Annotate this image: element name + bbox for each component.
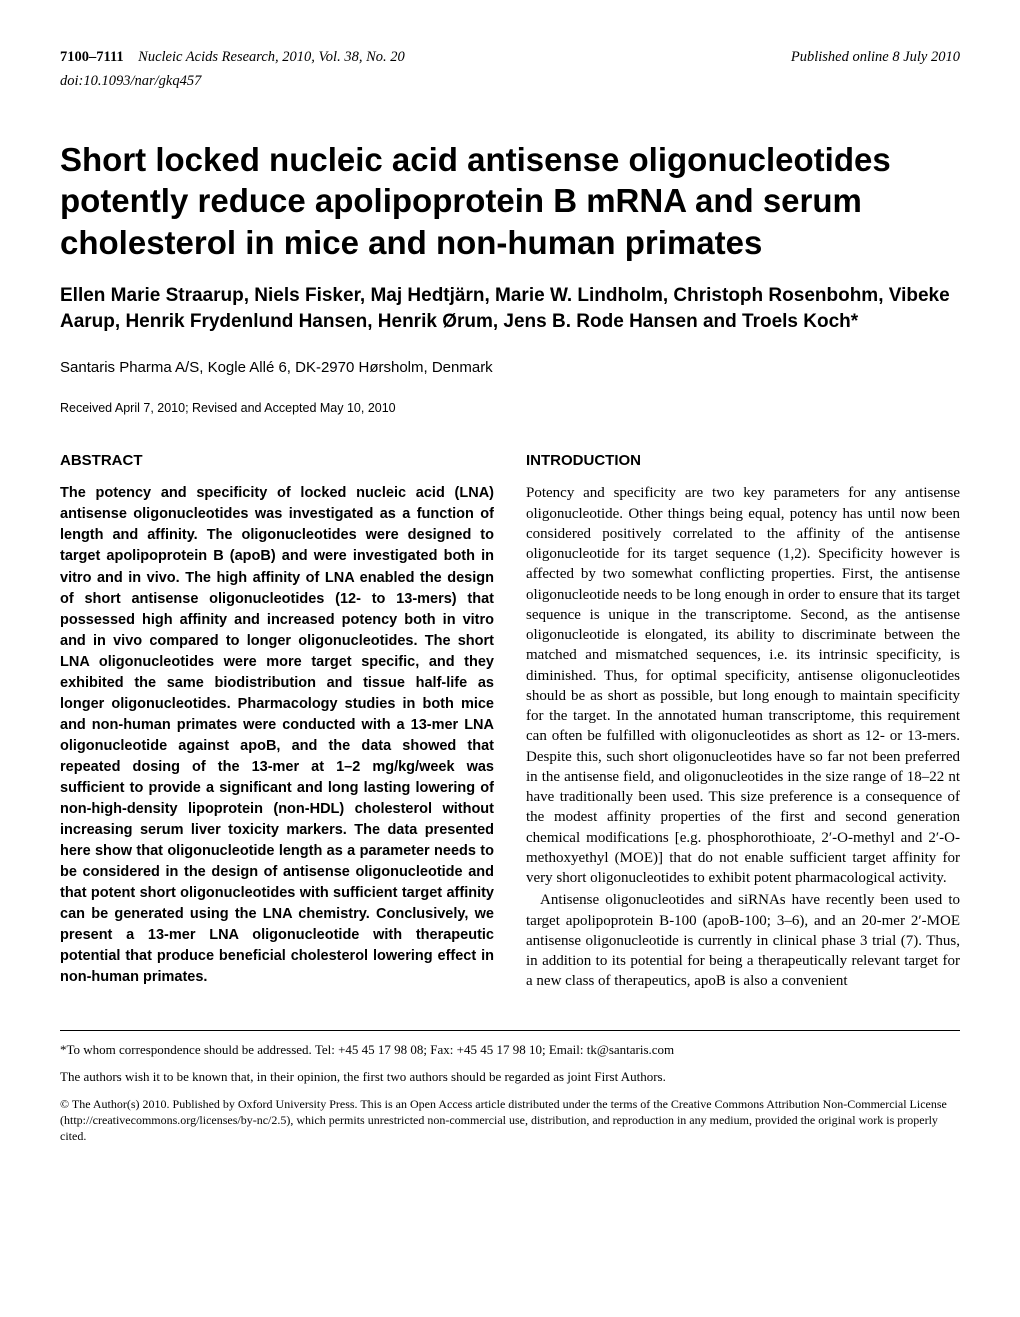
published-date: Published online 8 July 2010: [791, 48, 960, 68]
received-dates: Received April 7, 2010; Revised and Acce…: [60, 400, 960, 417]
page-range: 7100–7111: [60, 49, 124, 65]
intro-heading: INTRODUCTION: [526, 451, 960, 471]
author-list: Ellen Marie Straarup, Niels Fisker, Maj …: [60, 283, 960, 336]
abstract-heading: ABSTRACT: [60, 451, 494, 471]
left-column: ABSTRACT The potency and specificity of …: [60, 451, 494, 992]
intro-paragraph-2: Antisense oligonucleotides and siRNAs ha…: [526, 890, 960, 991]
first-authors-note: The authors wish it to be known that, in…: [60, 1068, 960, 1086]
abstract-text: The potency and specificity of locked nu…: [60, 483, 494, 987]
article-title: Short locked nucleic acid antisense olig…: [60, 139, 960, 263]
main-columns: ABSTRACT The potency and specificity of …: [60, 451, 960, 992]
affiliation: Santaris Pharma A/S, Kogle Allé 6, DK-29…: [60, 358, 960, 378]
copyright-notice: © The Author(s) 2010. Published by Oxfor…: [60, 1096, 960, 1145]
footer-separator: [60, 1030, 960, 1031]
right-column: INTRODUCTION Potency and specificity are…: [526, 451, 960, 992]
intro-paragraph-1: Potency and specificity are two key para…: [526, 483, 960, 888]
journal-info: Nucleic Acids Research, 2010, Vol. 38, N…: [138, 49, 405, 65]
correspondence-note: *To whom correspondence should be addres…: [60, 1041, 960, 1059]
doi: doi:10.1093/nar/gkq457: [60, 72, 960, 92]
page-header: 7100–7111 Nucleic Acids Research, 2010, …: [60, 48, 960, 68]
header-left: 7100–7111 Nucleic Acids Research, 2010, …: [60, 48, 405, 68]
